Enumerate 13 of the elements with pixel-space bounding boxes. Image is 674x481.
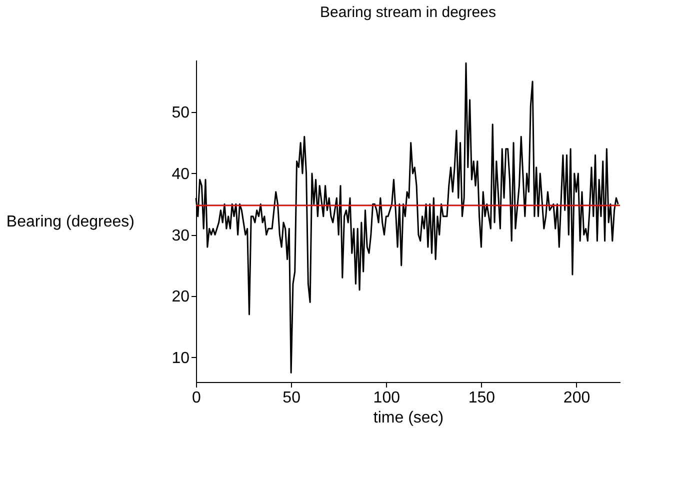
x-tick-label: 150: [468, 390, 496, 406]
x-tick-label: 50: [282, 390, 301, 406]
x-axis-title: time (sec): [373, 410, 444, 426]
x-tick-label: 0: [192, 390, 202, 406]
x-tick-label: 200: [563, 390, 590, 406]
y-tick-label: 10: [172, 350, 190, 367]
y-tick-label: 30: [172, 227, 190, 244]
y-tick-label: 50: [172, 104, 190, 122]
x-tick-label: 100: [373, 390, 400, 406]
y-tick-label: 40: [172, 166, 190, 183]
y-axis-title: Bearing (degrees): [6, 214, 134, 230]
chart-title: Bearing stream in degrees: [320, 4, 496, 21]
y-tick-label: 20: [172, 288, 190, 306]
